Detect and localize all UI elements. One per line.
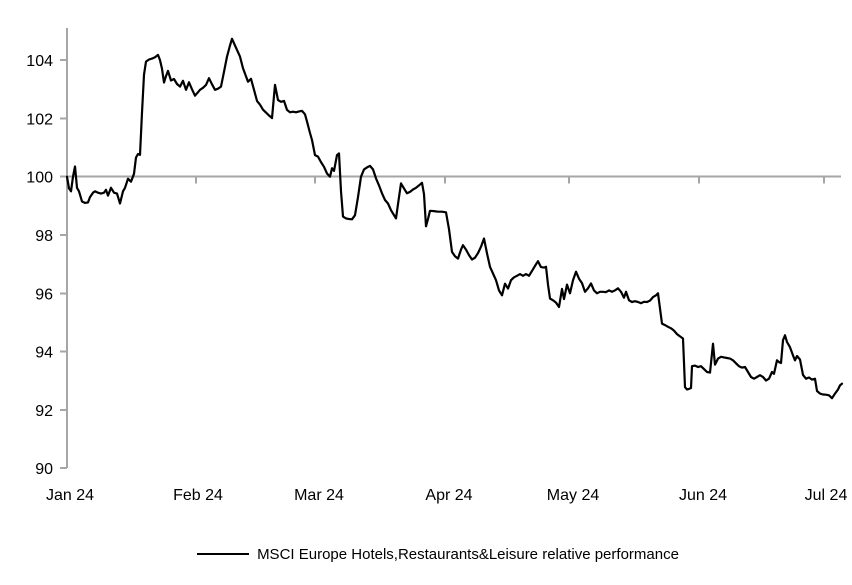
x-tick-label: Jan 24: [46, 487, 94, 504]
x-tick-label: Feb 24: [173, 487, 223, 504]
y-tick-label: 102: [26, 111, 53, 128]
legend: MSCI Europe Hotels,Restaurants&Leisure r…: [12, 543, 852, 565]
x-tick-label: Jul 24: [805, 487, 848, 504]
y-tick-label: 100: [26, 170, 53, 187]
y-tick-label: 96: [35, 286, 53, 303]
legend-line-marker: [197, 553, 250, 555]
x-tick-label: Jun 24: [679, 487, 727, 504]
legend-label: MSCI Europe Hotels,Restaurants&Leisure r…: [257, 545, 679, 563]
x-tick-label: Apr 24: [425, 487, 472, 504]
y-axis-group: [60, 28, 68, 470]
x-tick-label: Mar 24: [294, 487, 344, 504]
y-tick-label: 94: [35, 345, 53, 362]
y-tick-label: 92: [35, 403, 53, 420]
y-tick-label: 104: [26, 53, 53, 70]
x-tick-label: May 24: [547, 487, 600, 504]
x-baseline-group: [67, 175, 841, 184]
series-line: [65, 37, 844, 400]
y-tick-label: 90: [35, 461, 53, 478]
series-group: [65, 37, 844, 400]
axis-labels-group: 104 102 100 98 96 94 92 90 Jan 24 Feb 24 Mar 24 Apr…: [26, 53, 847, 504]
y-tick-label: 98: [35, 228, 53, 245]
